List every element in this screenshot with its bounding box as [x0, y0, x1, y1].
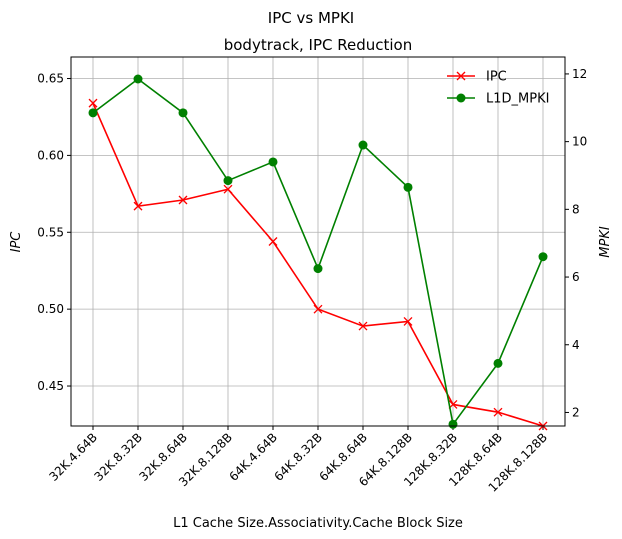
- data-point-l1d_mpki: [448, 419, 458, 429]
- data-point-ipc: [133, 201, 143, 211]
- right-y-tick-label: 8: [572, 202, 580, 216]
- left-y-axis-label: IPC: [9, 231, 24, 253]
- data-point-l1d_mpki: [178, 108, 188, 118]
- series-layer: [88, 74, 548, 431]
- right-y-tick-label: 10: [572, 135, 587, 149]
- x-axis: 32K.4.64B32K.8.32B32K.8.64B32K.8.128B64K…: [46, 426, 550, 495]
- data-point-ipc: [493, 407, 503, 417]
- left-y-tick-label: 0.65: [37, 72, 64, 86]
- left-y-tick-label: 0.50: [37, 302, 64, 316]
- right-y-tick-label: 2: [572, 405, 580, 419]
- legend-label: L1D_MPKI: [486, 92, 549, 107]
- plot-frame: [70, 56, 566, 427]
- data-point-ipc: [268, 237, 278, 246]
- data-point-ipc: [358, 321, 368, 331]
- data-point-ipc: [403, 316, 413, 326]
- right-y-tick-label: 6: [572, 270, 580, 284]
- data-point-ipc: [223, 184, 233, 194]
- grid-lines: [71, 57, 565, 426]
- left-y-tick-label: 0.55: [37, 225, 64, 239]
- data-point-l1d_mpki: [538, 252, 548, 262]
- data-point-l1d_mpki: [133, 74, 143, 84]
- data-point-l1d_mpki: [313, 264, 323, 274]
- data-point-l1d_mpki: [493, 358, 503, 368]
- x-axis-label: L1 Cache Size.Associativity.Cache Block …: [173, 516, 463, 531]
- data-point-l1d_mpki: [403, 182, 413, 192]
- data-point-l1d_mpki: [268, 157, 278, 167]
- data-point-ipc: [88, 98, 98, 108]
- right-y-tick-label: 12: [572, 67, 587, 81]
- data-point-l1d_mpki: [358, 140, 368, 150]
- data-point-l1d_mpki: [88, 108, 98, 118]
- data-point-ipc: [313, 304, 323, 314]
- left-y-tick-label: 0.45: [37, 379, 64, 393]
- right-y-axis-label: MPKI: [598, 226, 613, 258]
- legend-marker: [456, 71, 466, 81]
- legend: IPC L1D_MPKI: [447, 70, 549, 107]
- data-point-ipc: [178, 195, 188, 205]
- chart-suptitle: IPC vs MPKI: [268, 9, 354, 27]
- right-y-axis: 2 4 6 8 10 12: [565, 67, 587, 419]
- left-y-axis: 0.45 0.50 0.55 0.60 0.65: [37, 72, 71, 393]
- chart-title: bodytrack, IPC Reduction: [224, 36, 413, 54]
- data-point-l1d_mpki: [223, 176, 233, 186]
- right-y-tick-label: 4: [572, 338, 580, 352]
- legend-marker: [456, 93, 466, 103]
- legend-label: IPC: [486, 70, 507, 85]
- left-y-tick-label: 0.60: [37, 148, 64, 162]
